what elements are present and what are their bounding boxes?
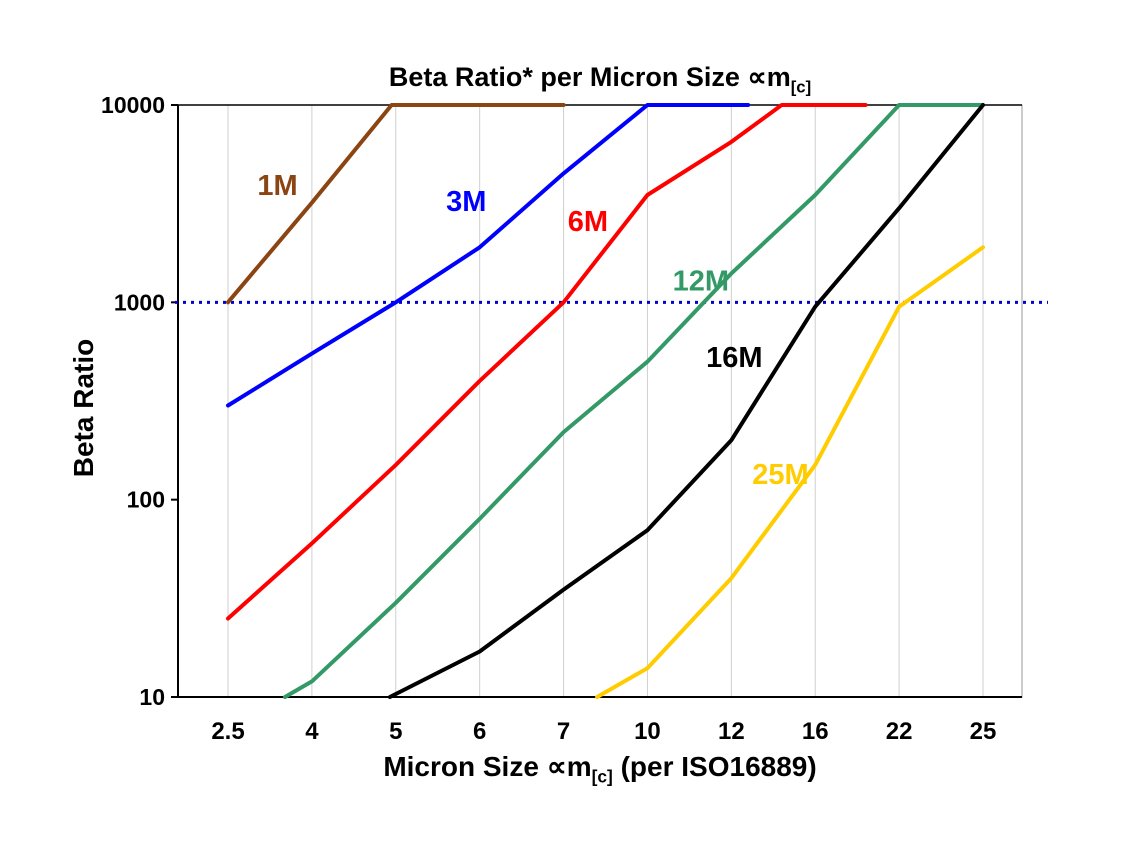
- series-label-25M: 25M: [752, 459, 808, 491]
- micron-symbol: ∝m: [747, 62, 791, 92]
- x-tick-label: 12: [718, 718, 745, 745]
- x-tick-label: 16: [802, 718, 829, 745]
- x-tick-label: 22: [886, 718, 913, 745]
- x-tick-label: 5: [389, 718, 402, 745]
- y-tick-label: 100: [127, 487, 165, 513]
- x-axis-title-suffix: (per ISO16889): [612, 751, 817, 782]
- x-tick-label: 2.5: [211, 718, 244, 745]
- series-line-16M: [387, 103, 985, 699]
- chart-title-text: Beta Ratio* per Micron Size: [388, 62, 748, 92]
- x-tick-label: 6: [473, 718, 486, 745]
- series-line-25M: [595, 245, 985, 699]
- x-axis-title: Micron Size ∝m[c] (per ISO16889): [178, 750, 1022, 788]
- micron-subscript: [c]: [790, 77, 812, 97]
- x-tick-label: 4: [305, 718, 319, 745]
- x-axis-micron-subscript: [c]: [591, 766, 613, 787]
- x-axis-title-text: Micron Size: [383, 751, 547, 782]
- chart-title: Beta Ratio* per Micron Size ∝m[c]: [178, 62, 1022, 97]
- x-tick-label: 25: [970, 718, 997, 745]
- x-tick-label: 7: [557, 718, 570, 745]
- series-line-1M: [226, 103, 566, 305]
- y-tick-label: 10: [139, 684, 165, 710]
- y-tick-label: 10000: [101, 92, 165, 118]
- series-label-16M: 16M: [706, 342, 762, 374]
- x-axis-micron-symbol: ∝m: [546, 751, 592, 782]
- y-tick-label: 1000: [114, 289, 165, 315]
- y-axis-title: Beta Ratio: [68, 338, 99, 478]
- series-label-12M: 12M: [673, 265, 729, 297]
- series-line-6M: [226, 103, 868, 621]
- x-tick-label: 10: [634, 718, 661, 745]
- series-line-12M: [283, 103, 985, 699]
- series-line-3M: [226, 103, 751, 408]
- series-label-1M: 1M: [257, 170, 297, 202]
- series-label-3M: 3M: [446, 186, 486, 218]
- series-label-6M: 6M: [568, 206, 608, 238]
